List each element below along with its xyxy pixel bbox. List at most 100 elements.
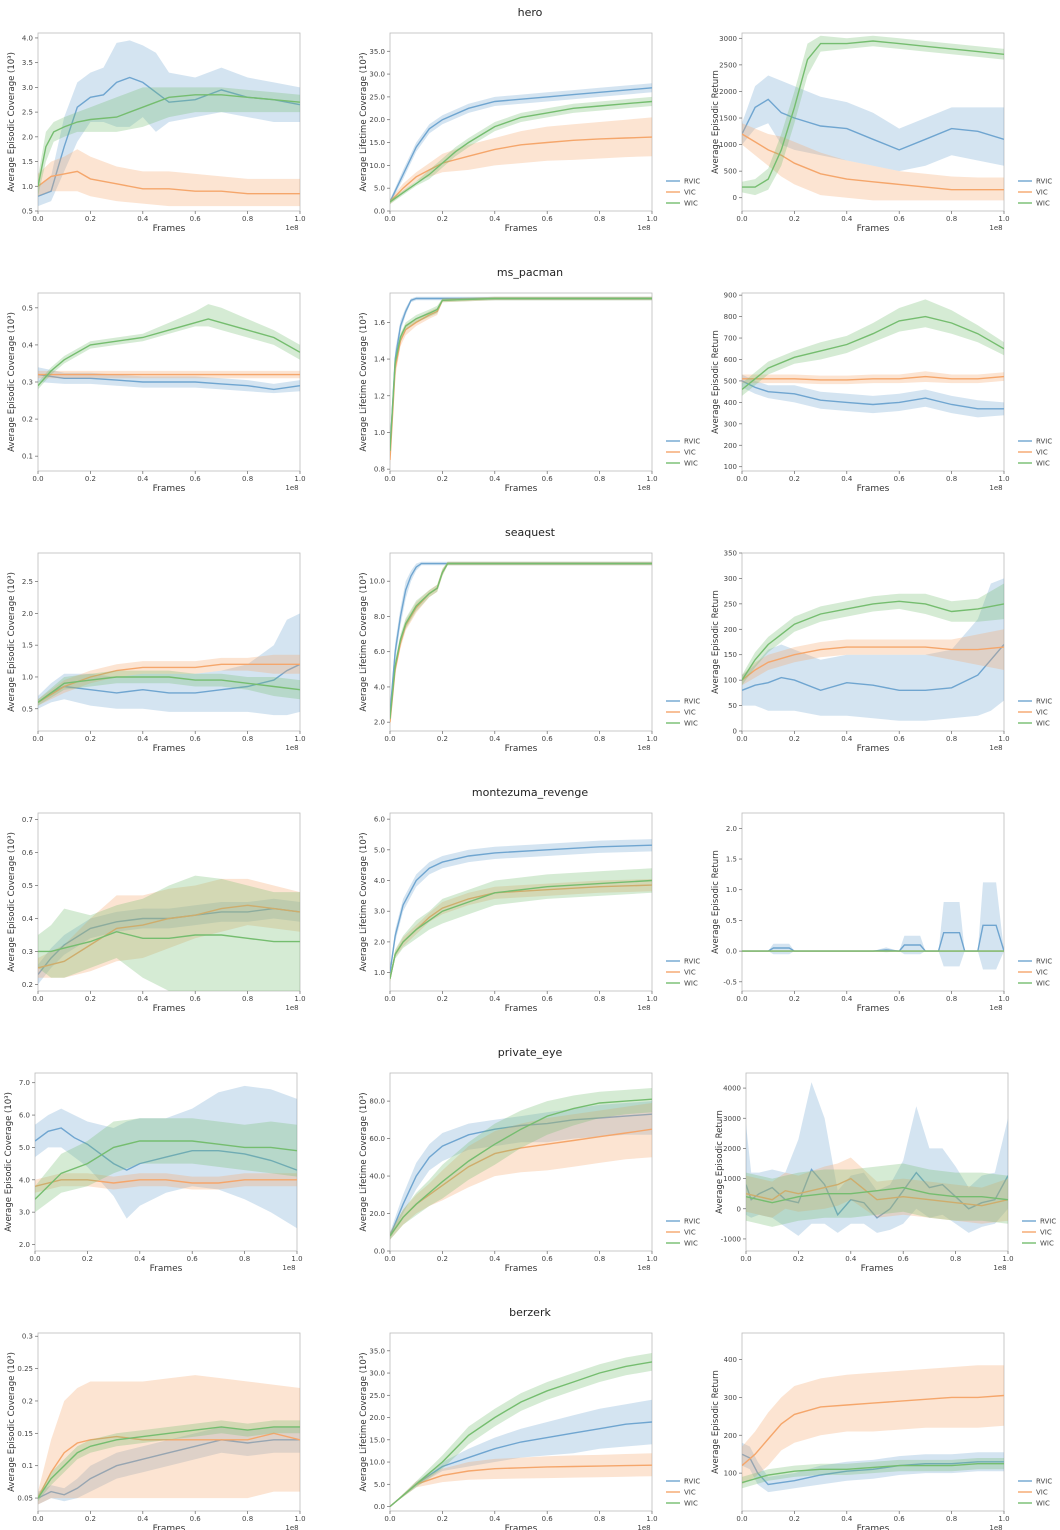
x-tick-label: 1.0 <box>998 215 1009 223</box>
y-tick-label: 900 <box>724 292 737 300</box>
band-rvic <box>742 882 1004 970</box>
x-tick-label: 0.4 <box>137 215 149 223</box>
y-tick-label: 2000 <box>723 1145 741 1153</box>
line-rvic <box>38 373 300 391</box>
line-vic <box>742 375 1004 381</box>
line-wic <box>390 297 652 451</box>
band-rvic <box>390 1399 652 1507</box>
y-tick-label: 7.0 <box>19 1079 30 1087</box>
band-vic <box>390 1103 652 1240</box>
x-tick-label: 0.2 <box>789 995 800 1003</box>
band-wic <box>390 1088 652 1240</box>
x-axis-label: Frames <box>153 1004 186 1014</box>
line-vic <box>38 904 300 969</box>
y-axis-label: Average Episodic Coverage (10³) <box>7 52 17 192</box>
band-rvic <box>390 1101 652 1240</box>
band-wic <box>38 87 300 197</box>
y-tick-label: 0 <box>733 194 737 202</box>
y-tick-label: 3000 <box>719 35 737 43</box>
legend-label-vic: VIC <box>684 1229 696 1237</box>
y-tick-label: 5.0 <box>374 185 385 193</box>
panel-seaquest-0: 0.5 1.0 1.5 2.0 2.5 0.0 0.2 0.4 0.6 0.8 1.0 Frames 1… <box>7 552 306 754</box>
line-wic <box>742 1462 1004 1484</box>
x-scale-label: 1e8 <box>285 744 298 752</box>
x-axis-label: Frames <box>505 484 538 494</box>
x-tick-label: 0.0 <box>736 1515 747 1523</box>
legend-label-wic: WIC <box>684 1500 698 1508</box>
x-tick-label: 0.8 <box>946 995 957 1003</box>
plot-area <box>38 40 300 207</box>
y-tick-label: 5.0 <box>19 1144 30 1152</box>
x-axis-label: Frames <box>505 1264 538 1274</box>
x-tick-label: 0.8 <box>950 1255 961 1263</box>
y-tick-label: 0.6 <box>22 849 34 857</box>
y-tick-label: 700 <box>724 335 737 343</box>
plot-area <box>38 304 300 394</box>
x-scale-label: 1e8 <box>993 1264 1006 1272</box>
y-tick-label: 3.5 <box>22 59 33 67</box>
band-vic <box>742 1365 1004 1485</box>
x-tick-label: 0.6 <box>894 475 906 483</box>
y-tick-label: 60.0 <box>369 1135 385 1143</box>
x-tick-label: 0.8 <box>242 1515 253 1523</box>
panel-berzerk-1: 0.0 5.0 10.0 15.0 20.0 25.0 30.0 35.0 0.0 0.2 0.4 0… <box>359 1332 700 1530</box>
y-tick-label: 1.2 <box>374 392 385 400</box>
legend-label-rvic: RVIC <box>684 698 700 706</box>
y-axis-label: Average Lifetime Coverage (10³) <box>359 312 369 451</box>
x-scale-label: 1e8 <box>637 1524 650 1530</box>
line-wic <box>35 1140 297 1200</box>
y-tick-label: 0.05 <box>17 1495 33 1503</box>
y-tick-label: 350 <box>724 550 737 558</box>
legend-label-rvic: RVIC <box>1036 178 1052 186</box>
x-tick-label: 0.2 <box>437 475 448 483</box>
x-tick-label: 0.4 <box>489 215 501 223</box>
x-tick-label: 0.6 <box>190 1515 202 1523</box>
x-tick-label: 1.0 <box>294 995 305 1003</box>
x-tick-label: 1.0 <box>646 1515 657 1523</box>
legend-label-rvic: RVIC <box>1040 1218 1056 1226</box>
y-tick-label: 200 <box>724 1432 737 1440</box>
legend-label-wic: WIC <box>684 1240 698 1248</box>
x-tick-label: 0.8 <box>946 475 957 483</box>
y-axis-label: Average Episodic Return <box>711 850 721 954</box>
x-tick-label: 0.2 <box>85 735 96 743</box>
x-tick-label: 0.6 <box>894 735 906 743</box>
x-tick-label: 1.0 <box>646 735 657 743</box>
band-wic <box>38 304 300 390</box>
band-vic <box>38 654 300 706</box>
y-tick-label: 0.3 <box>22 1333 33 1341</box>
x-tick-label: 0.2 <box>85 215 96 223</box>
row-title: private_eye <box>498 1046 563 1059</box>
line-vic <box>38 663 300 703</box>
y-tick-label: 30.0 <box>369 71 385 79</box>
x-axis-label: Frames <box>505 224 538 234</box>
plot-area <box>742 578 1004 721</box>
x-scale-label: 1e8 <box>285 224 298 232</box>
line-rvic <box>38 1439 300 1499</box>
x-tick-label: 0.0 <box>384 1515 395 1523</box>
x-tick-label: 0.6 <box>542 995 554 1003</box>
x-tick-label: 0.6 <box>542 1515 554 1523</box>
plot-area <box>38 875 300 991</box>
band-wic <box>390 1353 652 1507</box>
legend-label-vic: VIC <box>684 1489 696 1497</box>
y-tick-label: 8.0 <box>374 613 385 621</box>
plot-frame <box>389 1332 653 1512</box>
y-tick-label: 20.0 <box>369 116 385 124</box>
band-wic <box>38 670 300 706</box>
plot-frame <box>389 32 653 212</box>
line-rvic <box>390 87 652 203</box>
y-tick-label: 1500 <box>719 115 737 123</box>
band-rvic <box>742 374 1004 418</box>
row-title: seaquest <box>505 526 556 539</box>
y-tick-label: 20.0 <box>369 1414 385 1422</box>
y-tick-label: 2.0 <box>22 133 33 141</box>
x-tick-label: 0.0 <box>736 475 747 483</box>
plot-frame <box>37 552 301 732</box>
line-wic <box>390 1361 652 1508</box>
x-tick-label: 0.8 <box>946 735 957 743</box>
legend-label-vic: VIC <box>684 189 696 197</box>
x-scale-label: 1e8 <box>637 224 650 232</box>
line-vic <box>38 1432 300 1499</box>
